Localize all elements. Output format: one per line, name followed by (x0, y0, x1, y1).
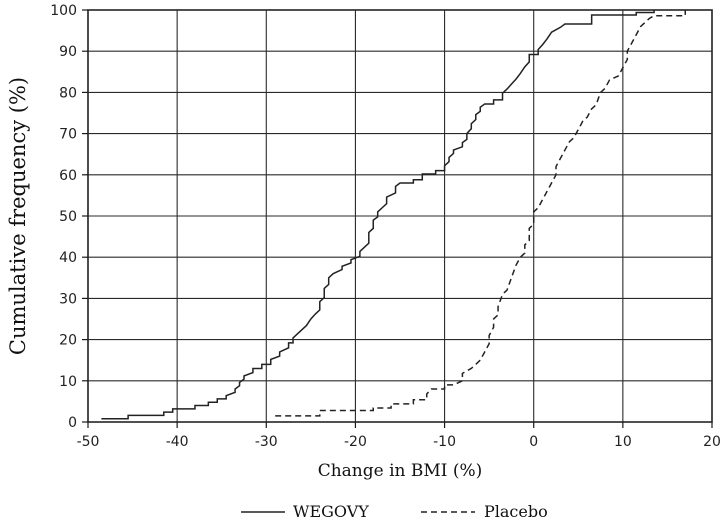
x-tick-label: -20 (344, 434, 367, 450)
y-tick-label: 70 (59, 127, 77, 143)
axis-ticks: -50 -40 -30 -20 -10 0 10 20 0 10 20 30 40 50 60 70 80 90 1… (50, 3, 721, 450)
series-layer (101, 10, 687, 420)
gridlines (87, 9, 713, 423)
y-tick-label: 80 (59, 85, 77, 101)
x-tick-label: -50 (77, 434, 100, 450)
y-tick-label: 40 (59, 250, 77, 266)
x-tick-label: 20 (703, 434, 721, 450)
y-tick-label: 90 (59, 44, 77, 60)
y-tick-label: 50 (59, 209, 77, 225)
x-tick-label: -10 (433, 434, 456, 450)
x-tick-label: -40 (166, 434, 189, 450)
legend-label-placebo: Placebo (484, 502, 548, 521)
x-tick-label: 0 (529, 434, 538, 450)
x-tick-label: 10 (614, 434, 632, 450)
series-line-wegovy (101, 10, 655, 420)
x-tick-label: -30 (255, 434, 278, 450)
x-axis-title: Change in BMI (%) (318, 461, 483, 481)
y-tick-label: 10 (59, 374, 77, 390)
y-tick-label: 100 (50, 3, 77, 19)
legend: WEGOVY Placebo (241, 502, 548, 521)
legend-label-wegovy: WEGOVY (293, 502, 369, 521)
series-line-placebo (275, 10, 687, 417)
y-tick-label: 0 (68, 415, 77, 431)
y-tick-label: 20 (59, 333, 77, 349)
y-tick-label: 60 (59, 168, 77, 184)
y-tick-label: 30 (59, 291, 77, 307)
y-axis-title: Cumulative frequency (%) (6, 77, 30, 355)
